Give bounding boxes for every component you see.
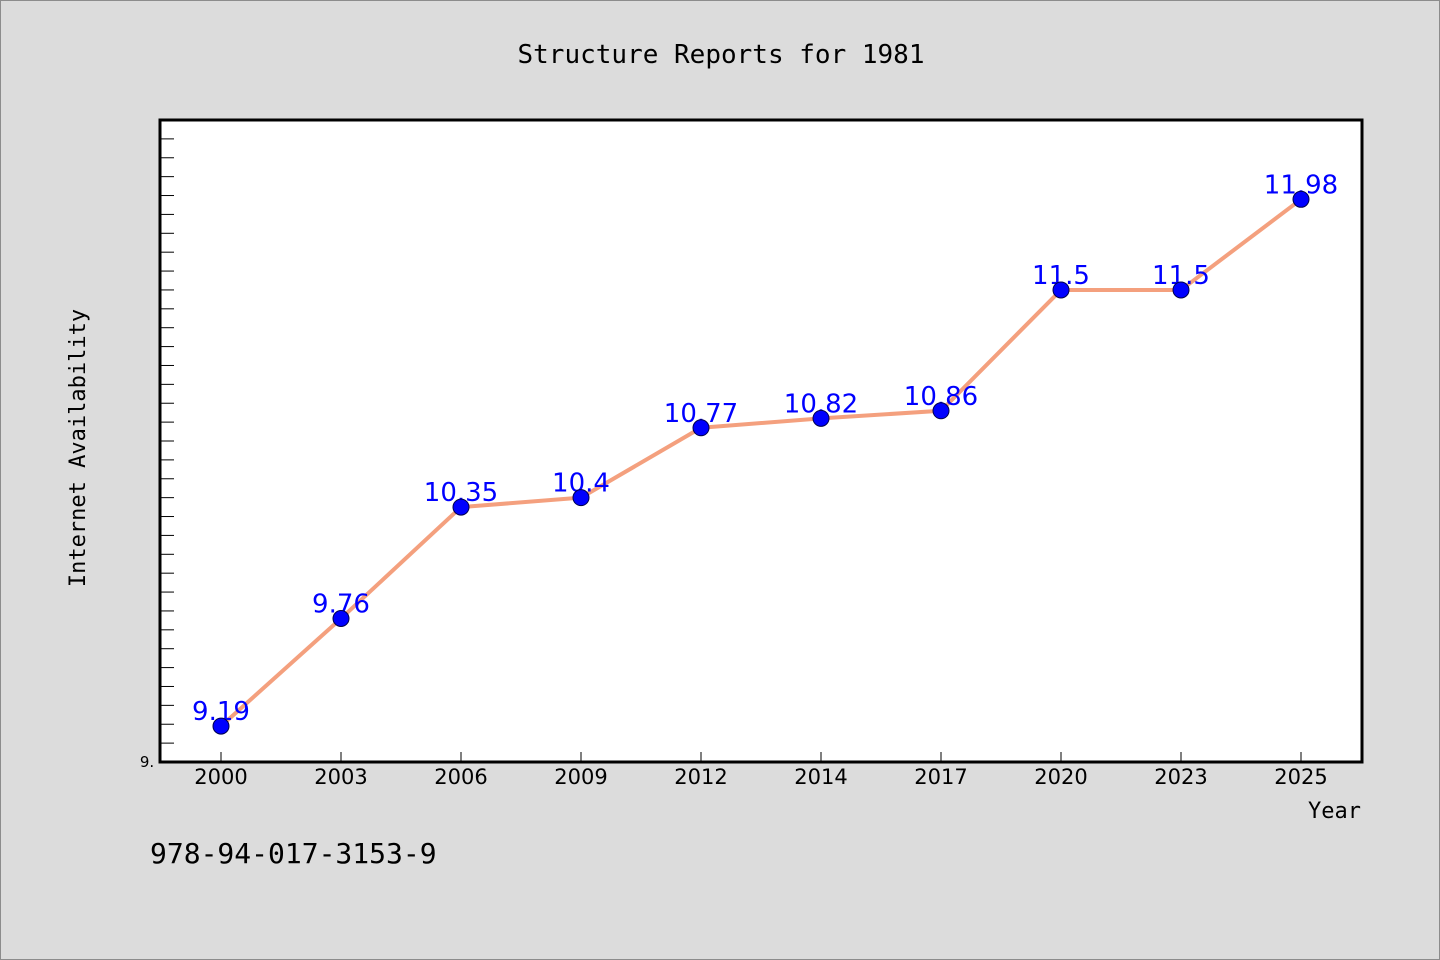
x-tick-label: 2020 (1034, 765, 1087, 789)
x-tick-label: 2006 (434, 765, 487, 789)
x-tick-label: 2025 (1274, 765, 1327, 789)
series-line-path (219, 197, 1303, 728)
x-tick-label: 2017 (914, 765, 967, 789)
data-point (932, 402, 950, 420)
x-axis-label: Year (1308, 799, 1361, 824)
data-point (1172, 281, 1190, 299)
x-axis-tick-labels: 2000 2003 2006 2009 2012 2014 2017 2020 2023 2025 (194, 765, 1327, 789)
y-axis-label: Internet Availability (66, 309, 91, 587)
data-point (212, 717, 230, 735)
data-point (332, 609, 350, 627)
x-tick-label: 2023 (1154, 765, 1207, 789)
data-point (1052, 281, 1070, 299)
x-tick-label: 2000 (194, 765, 247, 789)
chart-title: Structure Reports for 1981 (518, 40, 925, 70)
x-tick-label: 2014 (794, 765, 847, 789)
data-point (452, 498, 470, 516)
series-line (219, 197, 1303, 728)
x-tick-label: 2003 (314, 765, 367, 789)
x-axis-ticks (220, 752, 1302, 762)
data-point (692, 419, 710, 437)
isbn-annotation: 978-94-017-3153-9 (150, 837, 437, 870)
y-axis-ticks (160, 138, 174, 744)
data-point (1292, 190, 1310, 208)
data-point (572, 489, 590, 507)
data-point (812, 409, 830, 427)
data-markers (212, 190, 1310, 735)
y-tick-label: 9. (140, 753, 154, 771)
plot-area (158, 118, 1364, 764)
x-tick-label: 2012 (674, 765, 727, 789)
x-tick-label: 2009 (554, 765, 607, 789)
